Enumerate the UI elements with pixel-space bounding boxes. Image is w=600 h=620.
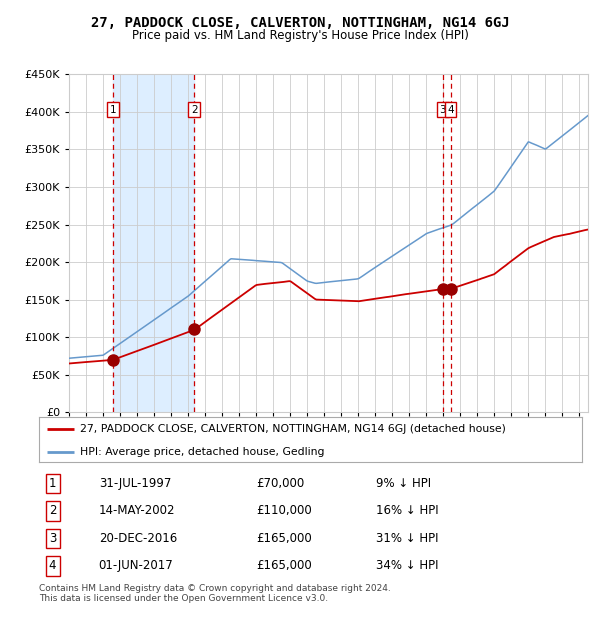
Text: 3: 3 xyxy=(440,105,446,115)
Text: 16% ↓ HPI: 16% ↓ HPI xyxy=(376,505,438,517)
Text: 20-DEC-2016: 20-DEC-2016 xyxy=(99,532,177,545)
Text: £110,000: £110,000 xyxy=(256,505,312,517)
Text: Price paid vs. HM Land Registry's House Price Index (HPI): Price paid vs. HM Land Registry's House … xyxy=(131,29,469,42)
Text: 4: 4 xyxy=(447,105,454,115)
Text: 1: 1 xyxy=(49,477,56,490)
Bar xyxy=(113,74,194,412)
Text: 1: 1 xyxy=(110,105,116,115)
Text: HPI: Average price, detached house, Gedling: HPI: Average price, detached house, Gedl… xyxy=(80,447,324,457)
Text: 2: 2 xyxy=(49,505,56,517)
Text: 27, PADDOCK CLOSE, CALVERTON, NOTTINGHAM, NG14 6GJ (detached house): 27, PADDOCK CLOSE, CALVERTON, NOTTINGHAM… xyxy=(80,424,506,435)
Text: £70,000: £70,000 xyxy=(256,477,304,490)
Text: £165,000: £165,000 xyxy=(256,532,312,545)
Text: Contains HM Land Registry data © Crown copyright and database right 2024.
This d: Contains HM Land Registry data © Crown c… xyxy=(39,584,391,603)
Text: 27, PADDOCK CLOSE, CALVERTON, NOTTINGHAM, NG14 6GJ: 27, PADDOCK CLOSE, CALVERTON, NOTTINGHAM… xyxy=(91,16,509,30)
Text: £165,000: £165,000 xyxy=(256,559,312,572)
Text: 9% ↓ HPI: 9% ↓ HPI xyxy=(376,477,431,490)
Text: 31-JUL-1997: 31-JUL-1997 xyxy=(99,477,171,490)
Text: 34% ↓ HPI: 34% ↓ HPI xyxy=(376,559,438,572)
Text: 31% ↓ HPI: 31% ↓ HPI xyxy=(376,532,438,545)
Text: 3: 3 xyxy=(49,532,56,545)
Text: 14-MAY-2002: 14-MAY-2002 xyxy=(99,505,175,517)
Text: 01-JUN-2017: 01-JUN-2017 xyxy=(99,559,173,572)
Text: 4: 4 xyxy=(49,559,56,572)
Text: 2: 2 xyxy=(191,105,198,115)
